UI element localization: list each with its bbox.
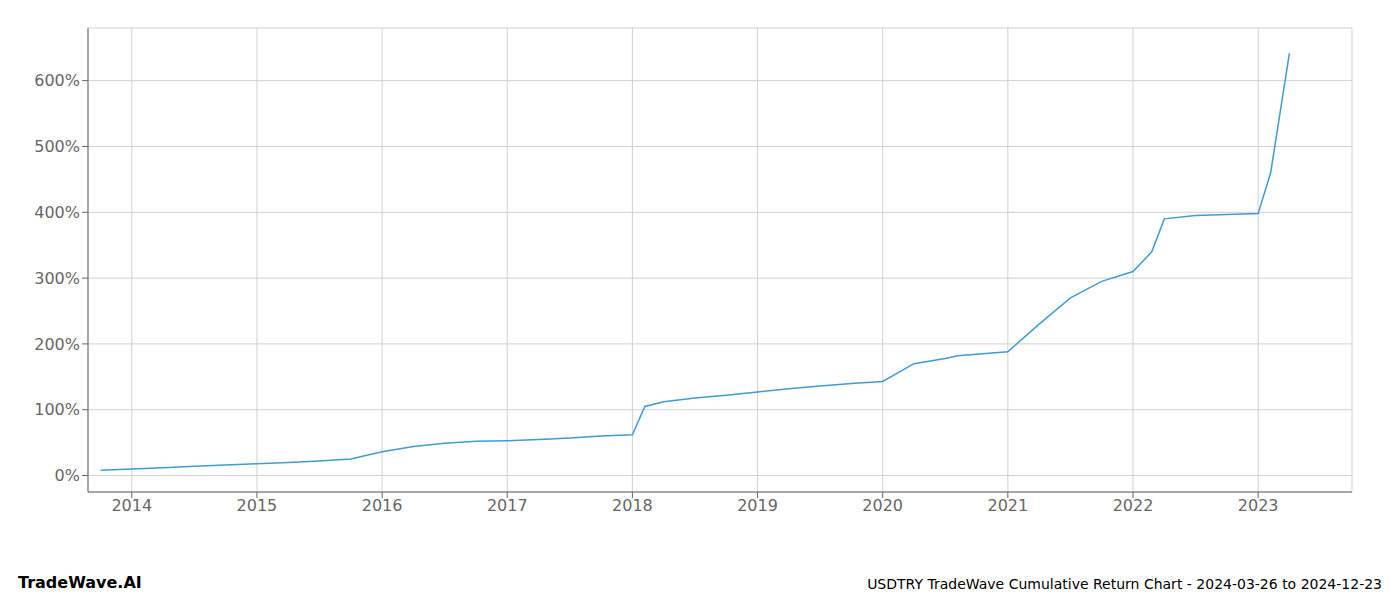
svg-text:2023: 2023 [1238, 496, 1279, 515]
svg-text:200%: 200% [34, 335, 80, 354]
svg-text:2022: 2022 [1113, 496, 1154, 515]
svg-text:400%: 400% [34, 203, 80, 222]
svg-text:2020: 2020 [862, 496, 903, 515]
html-text:TradeWave.AI: TradeWave.AI [18, 573, 142, 592]
html-text:USDTRY TradeWave Cumulative Re: USDTRY TradeWave Cumulative Return Chart… [867, 576, 1382, 592]
svg-text:600%: 600% [34, 71, 80, 90]
svg-text:100%: 100% [34, 400, 80, 419]
svg-text:300%: 300% [34, 269, 80, 288]
svg-text:2015: 2015 [237, 496, 278, 515]
svg-text:2017: 2017 [487, 496, 528, 515]
svg-text:2014: 2014 [111, 496, 152, 515]
svg-text:2018: 2018 [612, 496, 653, 515]
svg-text:500%: 500% [34, 137, 80, 156]
svg-text:2019: 2019 [737, 496, 778, 515]
svg-text:2021: 2021 [987, 496, 1028, 515]
svg-text:0%: 0% [55, 466, 80, 485]
svg-text:2016: 2016 [362, 496, 403, 515]
